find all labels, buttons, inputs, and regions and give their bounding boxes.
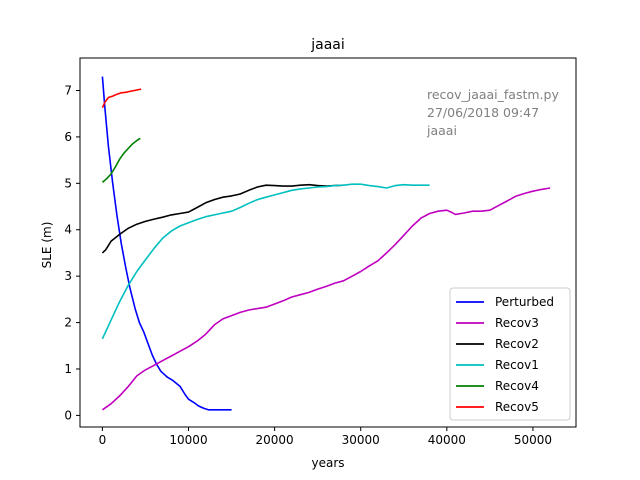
legend: Perturbed Recov3 Recov2 Recov1 Recov4 Recov5 bbox=[449, 287, 571, 421]
y-tick-label: 0 bbox=[64, 408, 72, 422]
x-tick-label: 20000 bbox=[256, 433, 294, 447]
series-line-recov4 bbox=[101, 137, 141, 184]
x-tick-label: 0 bbox=[99, 433, 107, 447]
y-tick-label: 6 bbox=[64, 130, 72, 144]
y-tick-label: 3 bbox=[64, 269, 72, 283]
series-line-recov3 bbox=[101, 187, 551, 411]
chart-title: jaaai bbox=[310, 37, 345, 53]
annotation-line-script: recov_jaaai_fastm.py bbox=[427, 87, 559, 102]
legend-box bbox=[449, 287, 571, 421]
y-tick-label: 5 bbox=[64, 176, 72, 190]
series-line-recov1 bbox=[101, 183, 430, 340]
legend-label-recov4: Recov4 bbox=[495, 379, 539, 393]
x-tick-label: 10000 bbox=[169, 433, 207, 447]
plot-area bbox=[101, 76, 551, 411]
series-line-perturbed bbox=[101, 76, 232, 411]
x-tick-label: 30000 bbox=[342, 433, 380, 447]
series-line-recov5 bbox=[101, 88, 142, 109]
series-line-recov2 bbox=[101, 183, 344, 254]
legend-label-perturbed: Perturbed bbox=[495, 295, 554, 309]
annotation: recov_jaaai_fastm.py 27/06/2018 09:47 ja… bbox=[426, 87, 559, 138]
x-tick-label: 40000 bbox=[428, 433, 466, 447]
y-tick-label: 1 bbox=[64, 362, 72, 376]
y-tick-label: 2 bbox=[64, 316, 72, 330]
legend-label-recov1: Recov1 bbox=[495, 358, 539, 372]
annotation-line-name: jaaai bbox=[426, 123, 457, 138]
x-axis-label: years bbox=[311, 456, 344, 470]
annotation-line-date: 27/06/2018 09:47 bbox=[427, 105, 539, 120]
x-tick-label: 50000 bbox=[514, 433, 552, 447]
y-tick-label: 7 bbox=[64, 83, 72, 97]
legend-label-recov3: Recov3 bbox=[495, 316, 539, 330]
axes-frame bbox=[79, 57, 577, 428]
legend-label-recov2: Recov2 bbox=[495, 337, 539, 351]
axis-ticks: 0 10000 20000 30000 40000 50000 0 1 2 3 4 5 6 7 bbox=[64, 83, 552, 447]
y-axis-label: SLE (m) bbox=[40, 222, 54, 269]
y-tick-label: 4 bbox=[64, 223, 72, 237]
legend-label-recov5: Recov5 bbox=[495, 400, 539, 414]
